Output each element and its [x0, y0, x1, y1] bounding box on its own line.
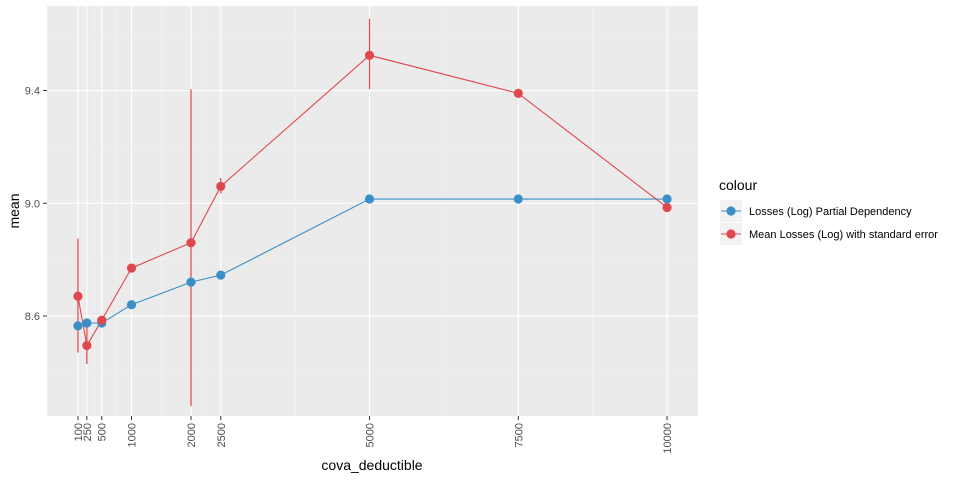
data-point: [364, 50, 375, 60]
data-point: [216, 181, 226, 191]
x-tick-label: 1000: [126, 423, 138, 447]
y-axis: 8.6 9.0 9.4: [25, 86, 47, 323]
data-point: [82, 340, 92, 351]
data-point: [364, 194, 375, 204]
x-axis-title: cova_deductible: [321, 457, 422, 473]
data-point: [513, 194, 523, 204]
x-tick-label: 500: [97, 423, 109, 441]
x-tick-label: 5000: [365, 423, 377, 447]
data-point: [126, 263, 137, 273]
data-point: [97, 315, 107, 325]
y-tick-label: 9.0: [25, 198, 40, 210]
x-tick-label: 10000: [662, 423, 674, 454]
data-point: [73, 291, 83, 301]
panel-background: [47, 6, 698, 416]
y-tick-label: 9.4: [25, 86, 40, 98]
x-tick-label: 250: [82, 423, 94, 441]
legend-label: Mean Losses (Log) with standard error: [749, 229, 938, 241]
data-point: [73, 321, 83, 331]
data-point: [186, 277, 196, 287]
x-tick-label: 100: [73, 423, 85, 441]
legend-items: Losses (Log) Partial Dependency Mean Loss…: [720, 200, 938, 245]
legend-key-point: [726, 229, 736, 239]
data-point: [662, 194, 672, 204]
legend-title: colour: [719, 177, 757, 193]
legend-key-point: [726, 206, 736, 216]
data-point: [186, 238, 196, 248]
data-point: [126, 300, 137, 310]
y-tick-label: 8.6: [25, 311, 40, 323]
legend-item: Losses (Log) Partial Dependency: [720, 200, 912, 222]
major-grid: [47, 6, 698, 416]
legend: colour Losses (Log) Partial Dependency Me…: [719, 177, 938, 245]
data-point: [216, 270, 226, 280]
x-tick-label: 2000: [186, 423, 198, 447]
x-tick-label: 7500: [513, 423, 525, 447]
x-tick-label: 2500: [216, 423, 228, 447]
data-point: [82, 318, 92, 328]
legend-label: Losses (Log) Partial Dependency: [749, 206, 912, 218]
series-layer: [73, 18, 672, 407]
data-point: [662, 202, 672, 213]
y-axis-title: mean: [6, 193, 22, 228]
legend-item: Mean Losses (Log) with standard error: [720, 223, 938, 245]
data-point: [513, 88, 523, 98]
minor-grid: [47, 6, 698, 416]
